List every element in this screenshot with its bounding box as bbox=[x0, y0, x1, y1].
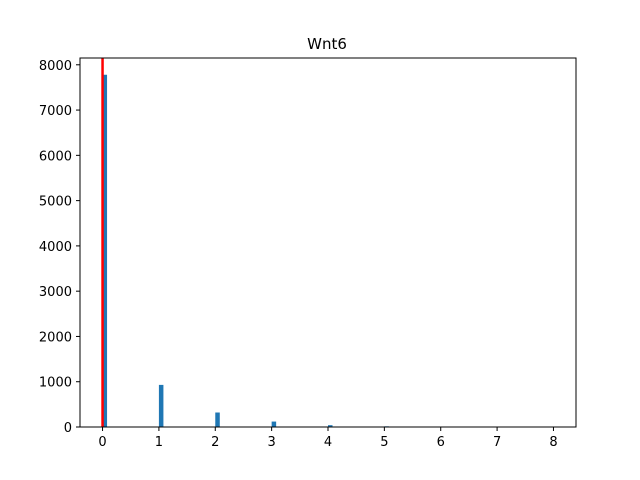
y-axis: 0 1000 2000 3000 4000 5000 6000 7000 8000 bbox=[39, 59, 80, 436]
x-tick-label: 3 bbox=[267, 435, 275, 450]
plot-frame bbox=[79, 57, 577, 428]
x-axis: 0 1 2 3 4 5 6 7 8 bbox=[98, 427, 558, 450]
bar bbox=[215, 412, 220, 427]
chart-title: Wnt6 bbox=[307, 35, 347, 53]
y-tick-label: 0 bbox=[64, 421, 72, 436]
bar bbox=[328, 425, 333, 427]
x-tick-label: 6 bbox=[437, 435, 445, 450]
bars-group bbox=[102, 74, 389, 428]
x-tick-label: 0 bbox=[98, 435, 106, 450]
x-tick-label: 8 bbox=[549, 435, 557, 450]
y-tick-label: 2000 bbox=[39, 330, 72, 345]
y-tick-label: 8000 bbox=[39, 59, 72, 74]
y-tick-label: 7000 bbox=[39, 104, 72, 119]
y-tick-label: 4000 bbox=[39, 240, 72, 255]
bar bbox=[271, 421, 277, 427]
bar bbox=[102, 74, 108, 428]
y-tick-label: 6000 bbox=[39, 149, 72, 164]
x-tick-label: 1 bbox=[155, 435, 163, 450]
x-tick-label: 2 bbox=[211, 435, 219, 450]
bar bbox=[158, 384, 164, 427]
y-tick-label: 1000 bbox=[39, 376, 72, 391]
x-tick-label: 4 bbox=[324, 435, 332, 450]
y-tick-label: 3000 bbox=[39, 285, 72, 300]
y-tick-label: 5000 bbox=[39, 195, 72, 210]
x-tick-label: 7 bbox=[493, 435, 501, 450]
x-tick-label: 5 bbox=[380, 435, 388, 450]
